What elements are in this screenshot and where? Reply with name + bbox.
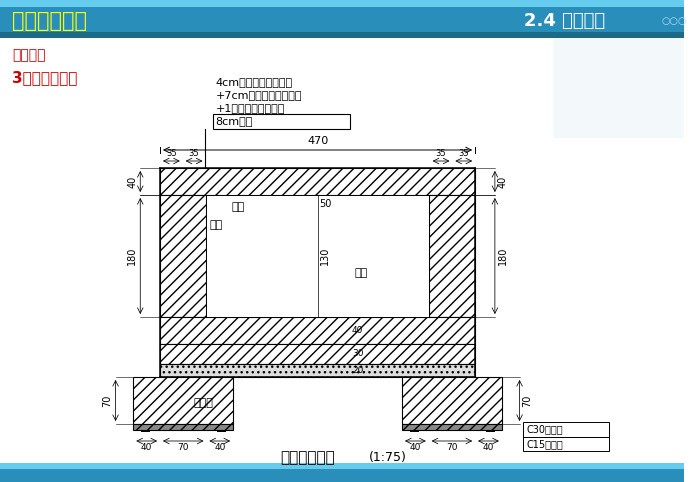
- Text: 40: 40: [498, 175, 508, 187]
- Text: 35: 35: [166, 149, 176, 158]
- Text: 180: 180: [127, 247, 137, 265]
- Text: C30砼基础: C30砼基础: [527, 425, 563, 434]
- Text: 40: 40: [141, 443, 152, 452]
- Text: 50: 50: [320, 199, 332, 209]
- Bar: [160, 317, 475, 344]
- Text: 桥涵工程: 桥涵工程: [12, 48, 46, 62]
- Bar: [402, 424, 502, 430]
- Text: C15砼垫层: C15砼垫层: [527, 439, 563, 449]
- Text: 20: 20: [352, 366, 363, 375]
- Bar: [0, 0, 684, 38]
- Text: 支撑架: 支撑架: [193, 398, 213, 408]
- Text: 右侧洞身断面: 右侧洞身断面: [280, 451, 335, 466]
- Bar: [429, 195, 475, 317]
- Text: 3、盖板涵施工: 3、盖板涵施工: [12, 70, 78, 85]
- Text: 35: 35: [189, 149, 199, 158]
- Bar: [522, 437, 610, 451]
- Text: 70: 70: [102, 394, 113, 407]
- Bar: [134, 424, 233, 430]
- Text: 4cm中粒式沥青混凝土: 4cm中粒式沥青混凝土: [215, 77, 293, 87]
- Bar: [160, 344, 475, 364]
- Text: 30: 30: [352, 349, 363, 359]
- Text: 130: 130: [320, 247, 329, 265]
- Bar: [213, 114, 349, 129]
- Text: 180: 180: [498, 247, 508, 265]
- Text: +1厘米沥青表处封层: +1厘米沥青表处封层: [215, 103, 284, 113]
- Text: 40: 40: [410, 443, 421, 452]
- Bar: [0, 32, 684, 38]
- Text: +7cm粗粒式沥青混凝土: +7cm粗粒式沥青混凝土: [215, 90, 302, 100]
- Text: 470: 470: [307, 136, 328, 146]
- Text: 8cm铺装: 8cm铺装: [215, 116, 253, 126]
- Bar: [0, 0, 684, 7]
- Bar: [206, 195, 429, 317]
- Text: 70: 70: [522, 394, 533, 407]
- Bar: [160, 195, 206, 317]
- Bar: [134, 377, 233, 424]
- Text: 植筋: 植筋: [354, 268, 368, 278]
- Bar: [160, 364, 475, 377]
- Text: 40: 40: [352, 326, 363, 335]
- Text: 插筋: 插筋: [210, 220, 223, 230]
- Text: 35: 35: [459, 149, 469, 158]
- Text: 40: 40: [127, 175, 137, 187]
- Bar: [402, 377, 502, 424]
- Text: 70: 70: [446, 443, 457, 452]
- Text: 40: 40: [483, 443, 494, 452]
- Bar: [522, 422, 610, 437]
- Bar: [160, 168, 475, 195]
- Text: ○○○: ○○○: [662, 16, 687, 26]
- Text: 40: 40: [214, 443, 226, 452]
- Text: 35: 35: [436, 149, 446, 158]
- FancyBboxPatch shape: [553, 38, 684, 138]
- Bar: [0, 463, 684, 469]
- Bar: [0, 463, 684, 482]
- Text: (1:75): (1:75): [369, 452, 407, 465]
- Text: 70: 70: [177, 443, 189, 452]
- Text: 2.4 桥涵工程: 2.4 桥涵工程: [524, 12, 605, 30]
- Text: 盖板: 盖板: [231, 202, 244, 212]
- Text: 二、技术交底: 二、技术交底: [12, 11, 87, 31]
